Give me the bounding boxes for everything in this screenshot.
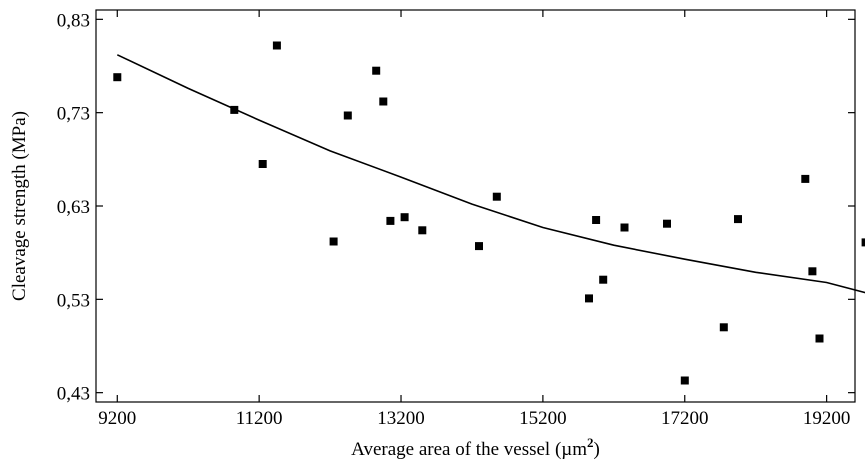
data-point	[329, 237, 338, 246]
x-tick-label: 11200	[236, 408, 283, 429]
data-point	[475, 242, 483, 251]
data-point	[663, 219, 671, 228]
y-tick-label: 0,73	[57, 104, 90, 125]
x-tick-label: 13200	[377, 408, 425, 429]
data-point	[113, 73, 122, 82]
y-tick-label: 0,43	[57, 384, 90, 405]
y-axis-title: Cleavage strength (MPa)	[9, 111, 30, 301]
data-point	[734, 215, 742, 224]
data-point	[599, 275, 608, 284]
y-axis-ticks: 0,43 0,53 0,63 0,73 0,83	[57, 10, 855, 405]
data-point	[492, 192, 501, 201]
data-point	[861, 238, 865, 247]
data-point	[680, 376, 689, 385]
data-point	[386, 216, 395, 225]
x-axis-title-superscript: 2	[587, 435, 594, 450]
data-point	[418, 226, 427, 235]
x-tick-label: 17200	[661, 408, 709, 429]
x-axis-title-close: )	[594, 439, 600, 460]
trend-line	[116, 54, 865, 294]
data-point	[815, 334, 824, 343]
y-tick-label: 0,83	[57, 10, 90, 31]
x-tick-label: 15200	[519, 408, 567, 429]
data-point	[808, 267, 817, 276]
data-point	[343, 111, 352, 120]
data-point	[620, 223, 629, 232]
trend-line-layer	[116, 54, 865, 294]
y-tick-label: 0,53	[57, 290, 90, 311]
x-axis-title-text: Average area of the vessel (µm	[351, 439, 587, 460]
data-point	[272, 41, 281, 50]
data-point	[230, 105, 239, 114]
data-point	[585, 294, 593, 303]
x-tick-label: 9200	[98, 408, 136, 429]
data-point	[258, 160, 267, 168]
data-point	[592, 216, 601, 224]
data-point	[379, 97, 388, 106]
data-point	[372, 66, 381, 75]
data-point	[400, 213, 409, 222]
x-tick-label: 19200	[803, 408, 851, 429]
x-axis-title: Average area of the vessel (µm2)	[351, 435, 600, 460]
y-tick-label: 0,63	[57, 197, 90, 218]
x-axis-ticks: 9200 11200 13200 15200 17200 19200	[98, 10, 850, 429]
data-point	[801, 174, 810, 183]
data-point	[719, 323, 728, 332]
data-points-layer	[113, 41, 865, 385]
